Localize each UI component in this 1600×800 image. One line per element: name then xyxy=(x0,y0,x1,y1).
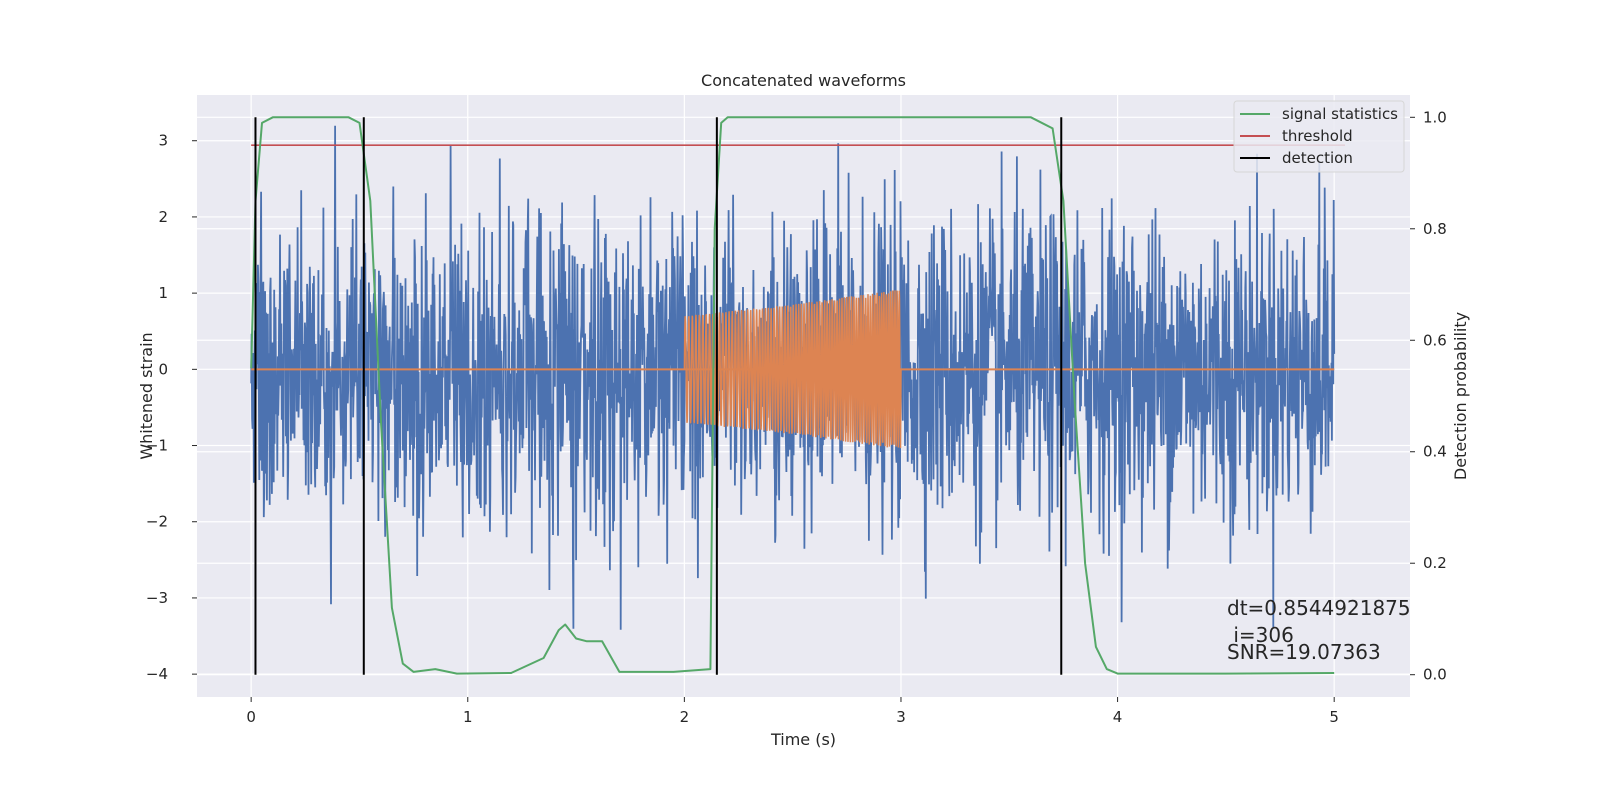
annotation-snr: SNR=19.07363 xyxy=(1227,640,1381,664)
annotation-block: dt=0.8544921875 i=306 SNR=19.07363 xyxy=(1227,596,1411,664)
legend-box xyxy=(1233,100,1405,173)
y-tick-label-3: −1 xyxy=(146,437,168,455)
x-tick-label-4: 4 xyxy=(1113,708,1123,726)
x-tick-label-0: 0 xyxy=(246,708,256,726)
axis-ticks: 0 1 2 3 4 5 −4 −3 −2 −1 0 1 2 3 0.0 0.2 0.4 0.6 0.8 1.0 xyxy=(146,108,1447,726)
y-tick-label-2: −2 xyxy=(146,513,168,531)
y2-axis-label: Detection probability xyxy=(1451,312,1470,480)
signal-statistics-line xyxy=(250,116,1335,675)
x-axis-label: Time (s) xyxy=(770,730,836,749)
y2-tick-label-0: 0.0 xyxy=(1423,666,1447,684)
legend-entry-threshold: threshold xyxy=(1282,127,1353,145)
legend-entry-detection: detection xyxy=(1282,149,1353,167)
y2-tick-label-5: 1.0 xyxy=(1423,108,1447,126)
y2-tick-label-3: 0.6 xyxy=(1423,331,1447,349)
x-tick-label-3: 3 xyxy=(896,708,906,726)
annotation-dt: dt=0.8544921875 xyxy=(1227,596,1411,620)
annotation-index: i=306 xyxy=(1227,623,1294,647)
detection-markers xyxy=(254,117,1063,675)
y-tick-label-0: −4 xyxy=(146,665,168,683)
y-tick-label-6: 2 xyxy=(158,208,168,226)
y-axis-label: Whitened strain xyxy=(137,332,156,459)
legend-entry-signal-statistics: signal statistics xyxy=(1282,105,1398,123)
y2-tick-label-4: 0.8 xyxy=(1423,220,1447,238)
signal-statistics-series xyxy=(250,116,1335,675)
x-tick-label-2: 2 xyxy=(680,708,690,726)
y-tick-label-4: 0 xyxy=(158,360,168,378)
y2-tick-label-2: 0.4 xyxy=(1423,443,1447,461)
y-tick-label-1: −3 xyxy=(146,589,168,607)
x-tick-label-5: 5 xyxy=(1329,708,1339,726)
chart-title: Concatenated waveforms xyxy=(701,71,906,90)
y-tick-label-5: 1 xyxy=(158,284,168,302)
x-tick-label-1: 1 xyxy=(463,708,473,726)
y2-tick-label-1: 0.2 xyxy=(1423,554,1447,572)
legend: signal statistics threshold detection xyxy=(1233,100,1405,173)
y-tick-label-7: 3 xyxy=(158,132,168,150)
